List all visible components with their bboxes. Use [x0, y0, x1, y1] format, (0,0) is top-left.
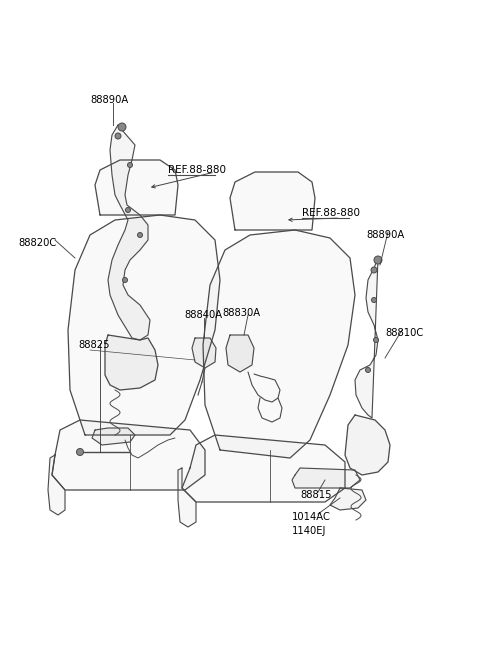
Circle shape: [137, 232, 143, 237]
Polygon shape: [292, 468, 360, 488]
Circle shape: [372, 298, 376, 302]
Polygon shape: [230, 172, 315, 230]
Polygon shape: [355, 258, 378, 418]
Text: 88825: 88825: [78, 340, 109, 350]
Text: REF.88-880: REF.88-880: [302, 208, 360, 218]
Polygon shape: [178, 468, 196, 527]
Circle shape: [76, 449, 84, 455]
Text: 1014AC: 1014AC: [292, 512, 331, 522]
Circle shape: [374, 256, 382, 264]
Circle shape: [365, 367, 371, 373]
Text: 88830A: 88830A: [222, 308, 260, 318]
Polygon shape: [330, 488, 366, 510]
Polygon shape: [182, 435, 345, 502]
Text: 88815: 88815: [300, 490, 332, 500]
Polygon shape: [95, 160, 178, 215]
Text: 88840A: 88840A: [184, 310, 222, 320]
Polygon shape: [226, 335, 254, 372]
Polygon shape: [105, 335, 158, 390]
Text: 88810C: 88810C: [385, 328, 423, 338]
Polygon shape: [345, 415, 390, 475]
Polygon shape: [52, 420, 205, 490]
Text: 88890A: 88890A: [366, 230, 404, 240]
Circle shape: [373, 337, 379, 342]
Circle shape: [371, 267, 377, 273]
Polygon shape: [92, 428, 135, 445]
Text: 1140EJ: 1140EJ: [292, 526, 326, 536]
Text: 88820C: 88820C: [18, 238, 56, 248]
Polygon shape: [48, 455, 65, 515]
Circle shape: [122, 277, 128, 283]
Circle shape: [115, 133, 121, 139]
Circle shape: [128, 163, 132, 167]
Text: 88890A: 88890A: [90, 95, 128, 105]
Polygon shape: [203, 230, 355, 458]
Circle shape: [125, 207, 131, 213]
Circle shape: [118, 123, 126, 131]
Polygon shape: [192, 338, 216, 368]
Polygon shape: [108, 125, 150, 340]
Polygon shape: [68, 215, 220, 435]
Text: REF.88-880: REF.88-880: [168, 165, 226, 175]
